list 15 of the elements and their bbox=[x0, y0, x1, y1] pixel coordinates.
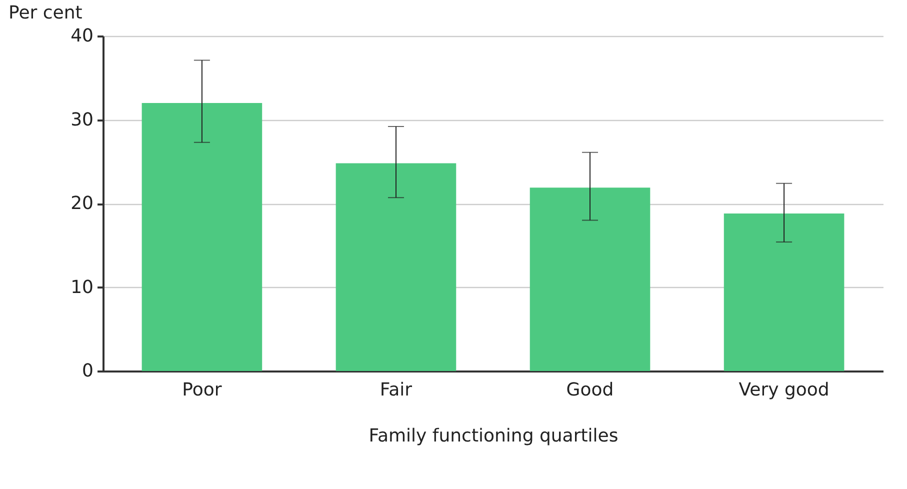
x-tick-label: Poor bbox=[182, 380, 222, 400]
bar bbox=[724, 214, 844, 371]
bar bbox=[530, 188, 650, 371]
y-tick-label: 0 bbox=[82, 360, 94, 382]
y-tick-label: 10 bbox=[70, 276, 94, 298]
x-axis-title: Family functioning quartiles bbox=[368, 426, 618, 446]
y-tick-label: 30 bbox=[70, 109, 94, 130]
x-tick-label: Very good bbox=[738, 380, 830, 400]
bar bbox=[336, 163, 456, 371]
bar bbox=[142, 103, 262, 371]
y-tick-label: 20 bbox=[70, 193, 94, 214]
x-tick-label: Good bbox=[566, 380, 614, 400]
y-axis-title: Per cent bbox=[8, 2, 82, 24]
x-tick-label: Fair bbox=[380, 380, 413, 400]
y-tick-label: 40 bbox=[70, 26, 94, 46]
